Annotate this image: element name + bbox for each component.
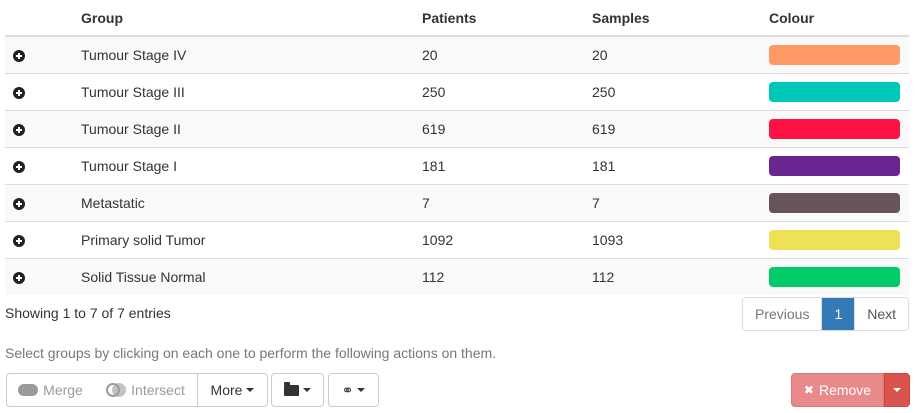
colour-swatch[interactable] — [769, 229, 900, 250]
colour-cell — [769, 36, 909, 73]
link-dropdown-button[interactable]: ⚭ — [328, 373, 379, 407]
caret-down-icon — [357, 388, 366, 392]
page-1-button[interactable]: 1 — [821, 298, 855, 330]
expand-cell[interactable] — [5, 183, 81, 221]
table-row[interactable]: Primary solid Tumor 1092 1093 — [5, 220, 909, 258]
colour-cell — [769, 109, 909, 147]
more-label: More — [210, 382, 243, 398]
table-row[interactable]: Metastatic 7 7 — [5, 183, 909, 221]
samples-cell: 112 — [592, 257, 769, 295]
samples-cell: 7 — [592, 183, 769, 221]
patients-cell: 181 — [422, 146, 592, 184]
plus-circle-icon[interactable] — [13, 50, 25, 63]
header-group[interactable]: Group — [81, 0, 422, 37]
expand-cell[interactable] — [5, 36, 81, 73]
group-cell: Primary solid Tumor — [81, 220, 422, 258]
pagination: Previous 1 Next — [742, 297, 910, 331]
times-icon: ✖ — [803, 383, 814, 397]
patients-cell: 112 — [422, 257, 592, 295]
colour-cell — [769, 257, 909, 295]
remove-button[interactable]: ✖ Remove — [791, 373, 884, 407]
group-cell: Solid Tissue Normal — [81, 257, 422, 295]
colour-cell — [769, 146, 909, 184]
table-info: Showing 1 to 7 of 7 entries — [5, 305, 171, 321]
group-cell: Metastatic — [81, 183, 422, 221]
plus-circle-icon[interactable] — [13, 197, 25, 210]
intersect-icon — [106, 383, 127, 397]
previous-page-button[interactable]: Previous — [743, 298, 822, 330]
group-cell: Tumour Stage IV — [81, 46, 187, 63]
caret-down-icon — [246, 388, 255, 392]
expand-cell[interactable] — [5, 72, 81, 110]
expand-cell[interactable] — [5, 257, 81, 295]
remove-label: Remove — [818, 382, 872, 398]
folder-dropdown-button[interactable] — [271, 373, 324, 407]
patients-cell: 1092 — [422, 220, 592, 258]
intersect-label: Intersect — [131, 382, 185, 398]
plus-circle-icon[interactable] — [13, 160, 25, 173]
header-colour[interactable]: Colour — [769, 0, 909, 37]
plus-circle-icon[interactable] — [13, 86, 25, 99]
next-page-button[interactable]: Next — [854, 298, 909, 330]
merge-icon — [18, 384, 39, 396]
colour-swatch[interactable] — [769, 192, 900, 213]
expand-cell[interactable] — [5, 220, 81, 258]
colour-swatch[interactable] — [769, 118, 900, 139]
plus-circle-icon[interactable] — [13, 272, 25, 285]
patients-cell: 20 — [422, 46, 438, 63]
caret-down-icon — [893, 388, 901, 392]
table-row[interactable]: Tumour Stage I 181 181 — [5, 146, 909, 184]
group-cell: Tumour Stage III — [81, 72, 422, 110]
header-samples[interactable]: Samples — [592, 0, 769, 37]
colour-swatch[interactable] — [769, 266, 900, 287]
intersect-button[interactable]: Intersect — [94, 373, 198, 407]
colour-swatch[interactable] — [769, 44, 900, 65]
group-cell: Tumour Stage I — [81, 146, 422, 184]
samples-cell: 1093 — [592, 220, 769, 258]
samples-cell: 20 — [592, 46, 608, 63]
patients-cell: 250 — [422, 72, 592, 110]
samples-cell: 250 — [592, 72, 769, 110]
link-icon: ⚭ — [341, 381, 354, 398]
samples-cell: 619 — [592, 109, 769, 147]
table-row[interactable]: Tumour Stage III 250 250 — [5, 72, 909, 110]
more-dropdown-button[interactable]: More — [197, 373, 268, 407]
table-row[interactable]: Tumour Stage IV 20 20 — [5, 36, 909, 73]
header-patients[interactable]: Patients — [422, 0, 592, 37]
plus-circle-icon[interactable] — [13, 234, 25, 247]
plus-circle-icon[interactable] — [13, 123, 25, 136]
merge-button[interactable]: Merge — [6, 373, 95, 407]
merge-label: Merge — [43, 382, 83, 398]
help-text: Select groups by clicking on each one to… — [5, 345, 497, 361]
colour-cell — [769, 183, 909, 221]
table-row[interactable]: Solid Tissue Normal 112 112 — [5, 257, 909, 295]
table-header-row: Group Patients Samples Colour — [5, 0, 909, 37]
caret-down-icon — [303, 388, 311, 392]
folder-open-icon — [284, 381, 299, 396]
table-row[interactable]: Tumour Stage II 619 619 — [5, 109, 909, 147]
group-cell: Tumour Stage II — [81, 109, 422, 147]
colour-cell — [769, 220, 909, 258]
colour-swatch[interactable] — [769, 81, 900, 102]
expand-cell[interactable] — [5, 109, 81, 147]
patients-cell: 619 — [422, 109, 592, 147]
expand-cell[interactable] — [5, 146, 81, 184]
colour-swatch[interactable] — [769, 155, 900, 176]
samples-cell: 181 — [592, 146, 769, 184]
remove-dropdown-toggle[interactable] — [884, 373, 910, 407]
groups-table: Group Patients Samples Colour Tumour Sta… — [5, 0, 909, 295]
colour-cell — [769, 72, 909, 110]
patients-cell: 7 — [422, 183, 592, 221]
header-expand — [5, 0, 81, 37]
